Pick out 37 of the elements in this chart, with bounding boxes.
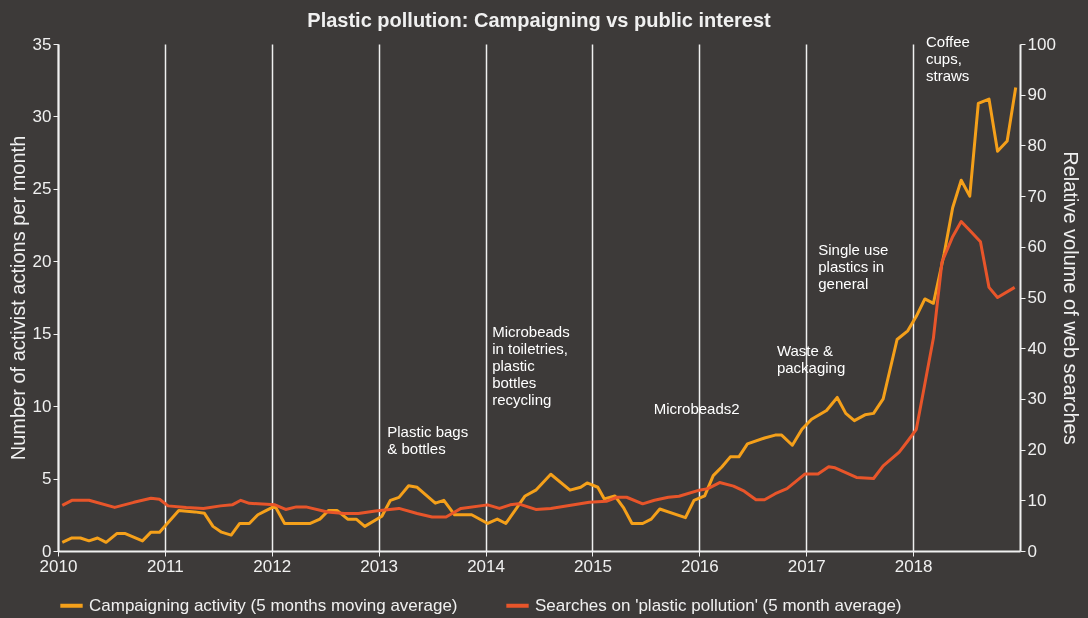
y-tick-label: 35 xyxy=(32,34,52,54)
annotation: Single use plastics in general xyxy=(818,240,889,292)
annotation: Plastic bags & bottles xyxy=(387,423,469,458)
x-tick-label: 2015 xyxy=(574,556,612,576)
y-tick-label: 10 xyxy=(32,396,52,416)
line-series xyxy=(60,219,1017,519)
x-tick-label: 2013 xyxy=(360,556,399,576)
y2-tick-label: 50 xyxy=(1027,288,1047,307)
x-tick-label: 2018 xyxy=(894,556,933,576)
y2-tick-label: 90 xyxy=(1027,85,1047,105)
y2-tick-label: 70 xyxy=(1027,186,1047,206)
chart-title: Plastic pollution: Campaigning vs public interest xyxy=(307,8,772,31)
line-series xyxy=(60,85,1018,544)
y2-tick-label: 10 xyxy=(1027,490,1047,510)
y-tick-label: 15 xyxy=(32,324,52,344)
x-tick-label: 2016 xyxy=(680,556,719,576)
x-tick-label: 2014 xyxy=(467,556,505,576)
x-tick-label: 2011 xyxy=(147,556,184,576)
y2-tick-label: 60 xyxy=(1027,237,1047,257)
y2-axis-title: Relative volume of web searches xyxy=(1059,151,1082,445)
y2-tick-label: 0 xyxy=(1027,541,1037,561)
y2-tick-label: 30 xyxy=(1027,389,1047,409)
y2-tick-label: 80 xyxy=(1027,135,1047,155)
y2-tick-label: 40 xyxy=(1027,338,1047,358)
y2-tick-label: 20 xyxy=(1027,440,1047,460)
legend-label: Searches on 'plastic pollution' (5 month average) xyxy=(535,595,902,615)
y-tick-label: 5 xyxy=(42,469,52,489)
legend-label: Campaigning activity (5 months moving average) xyxy=(89,595,458,615)
y-tick-label: 20 xyxy=(32,251,52,271)
annotation: Microbeads in toiletries, plastic bottles recycling xyxy=(492,322,570,408)
x-tick-label: 2012 xyxy=(253,556,292,576)
x-tick-label: 2017 xyxy=(787,556,826,576)
y-tick-label: 30 xyxy=(32,106,52,126)
y-tick-label: 25 xyxy=(32,179,52,199)
y2-tick-label: 100 xyxy=(1027,34,1056,54)
annotation: Coffee cups, straws xyxy=(926,32,970,84)
y-axis-title: Number of activist actions per month xyxy=(6,135,29,461)
